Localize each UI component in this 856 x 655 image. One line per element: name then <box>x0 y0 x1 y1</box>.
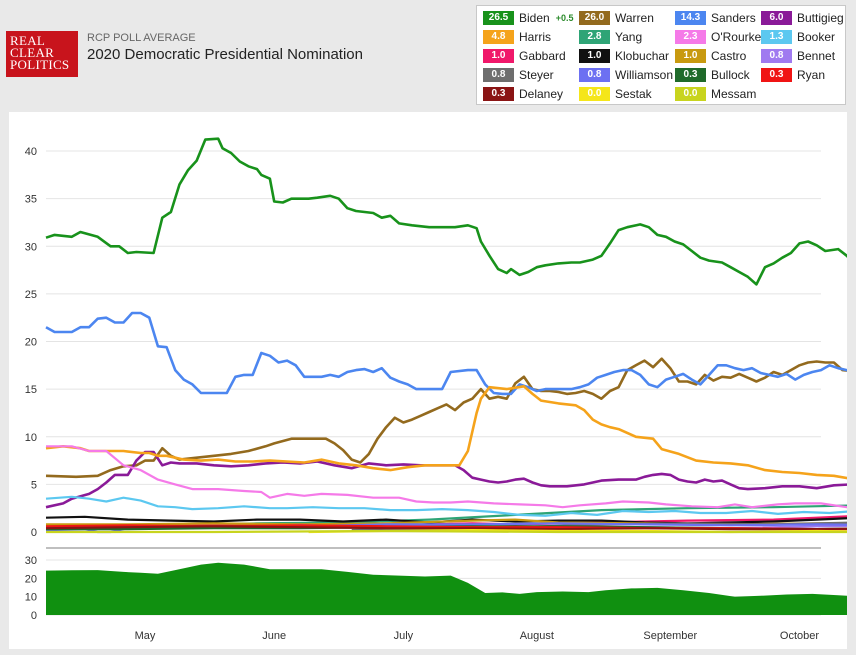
legend-candidate-name: Messam <box>711 86 757 101</box>
series-line-klobuchar <box>45 515 856 525</box>
legend-value-badge: 0.3 <box>761 67 792 82</box>
legend-item-klobuchar[interactable]: 1.0 Klobuchar <box>579 48 669 64</box>
legend-value-badge: 0.3 <box>675 67 706 82</box>
legend-value-badge: 26.0 <box>579 10 610 25</box>
legend-item-harris[interactable]: 4.8 Harris <box>483 29 551 45</box>
series-line-delaney <box>45 525 856 531</box>
legend-value-badge: 4.8 <box>483 29 514 44</box>
legend-value-badge: 6.0 <box>761 10 792 25</box>
legend-candidate-name: Bullock <box>711 67 750 82</box>
legend-item-biden[interactable]: 26.5 Biden +0.5 <box>483 10 573 26</box>
spread-y-tick-label: 10 <box>25 592 37 604</box>
logo-line-2: CLEAR <box>10 45 55 60</box>
legend-item-ryan[interactable]: 0.3 Ryan <box>761 67 825 83</box>
legend-candidate-name: Buttigieg <box>797 10 844 25</box>
legend-item-sestak[interactable]: 0.0 Sestak <box>579 86 652 102</box>
x-tick-label: July <box>394 630 414 642</box>
spread-y-tick-label: 30 <box>25 555 37 567</box>
series-line-biden <box>45 137 856 286</box>
legend-item-sanders[interactable]: 14.3 Sanders <box>675 10 756 26</box>
spread-y-tick-label: 0 <box>31 610 37 622</box>
legend-value-badge: 1.3 <box>761 29 792 44</box>
chart-title: 2020 Democratic Presidential Nomination <box>87 46 363 63</box>
legend: 26.5 Biden +0.5 26.0 Warren 14.3 Sanders 6.0 But… <box>476 5 846 105</box>
legend-candidate-name: Warren <box>615 10 654 25</box>
legend-candidate-name: Ryan <box>797 67 826 82</box>
legend-item-bullock[interactable]: 0.3 Bullock <box>675 67 750 83</box>
series-line-orourke <box>46 445 856 510</box>
legend-value-badge: 26.5 <box>483 10 514 25</box>
legend-change-indicator: +0.5 <box>555 12 574 23</box>
y-tick-label: 30 <box>25 241 37 253</box>
rcp-logo[interactable]: REAL CLEAR POLITICS <box>6 31 78 77</box>
legend-candidate-name: Klobuchar <box>615 48 670 63</box>
legend-candidate-name: Williamson <box>615 67 674 82</box>
legend-candidate-name: Harris <box>519 29 551 44</box>
legend-candidate-name: Sestak <box>615 86 652 101</box>
x-tick-label: September <box>643 630 697 642</box>
y-tick-label: 40 <box>25 146 37 158</box>
legend-value-badge: 1.0 <box>579 48 610 63</box>
spread-y-tick-label: 20 <box>25 573 37 585</box>
x-tick-label: May <box>135 630 156 642</box>
legend-value-badge: 1.0 <box>483 48 514 63</box>
legend-candidate-name: Steyer <box>519 67 554 82</box>
legend-value-badge: 2.3 <box>675 29 706 44</box>
legend-candidate-name: Bennet <box>797 48 836 63</box>
legend-item-steyer[interactable]: 0.8 Steyer <box>483 67 554 83</box>
legend-item-gabbard[interactable]: 1.0 Gabbard <box>483 48 566 64</box>
legend-item-buttigieg[interactable]: 6.0 Buttigieg <box>761 10 844 26</box>
legend-item-booker[interactable]: 1.3 Booker <box>761 29 835 45</box>
legend-candidate-name: Delaney <box>519 86 564 101</box>
header: REAL CLEAR POLITICS RCP POLL AVERAGE 202… <box>0 0 856 108</box>
legend-value-badge: 0.8 <box>579 67 610 82</box>
legend-value-badge: 1.0 <box>675 48 706 63</box>
legend-candidate-name: Sanders <box>711 10 756 25</box>
y-tick-label: 0 <box>31 527 37 539</box>
spread-area <box>46 562 856 615</box>
y-tick-label: 20 <box>25 337 37 349</box>
legend-value-badge: 0.0 <box>675 86 706 101</box>
legend-candidate-name: Yang <box>615 29 643 44</box>
chart-panel: 0 5 10 15 20 25 30 35 40 0 10 20 30 May June July August… <box>9 112 856 649</box>
series-line-buttigieg <box>45 450 856 509</box>
legend-item-yang[interactable]: 2.8 Yang <box>579 29 642 45</box>
y-tick-label: 10 <box>25 432 37 444</box>
series-line-harris <box>45 384 856 482</box>
legend-value-badge: 14.3 <box>675 10 706 25</box>
legend-value-badge: 2.8 <box>579 29 610 44</box>
y-tick-label: 25 <box>25 289 37 301</box>
legend-candidate-name: Gabbard <box>519 48 566 63</box>
y-tick-label: 35 <box>25 194 37 206</box>
legend-candidate-name: Biden <box>519 10 550 25</box>
x-tick-label: August <box>520 630 554 642</box>
logo-line-1: REAL <box>10 33 46 48</box>
legend-item-castro[interactable]: 1.0 Castro <box>675 48 746 64</box>
legend-value-badge: 0.3 <box>483 86 514 101</box>
series-line-messam <box>46 529 856 534</box>
poll-average-line-chart: 0 5 10 15 20 25 30 35 40 0 10 20 30 May June July August… <box>25 137 856 642</box>
logo-line-3: POLITICS <box>10 57 70 72</box>
chart-kicker: RCP POLL AVERAGE <box>87 32 196 44</box>
legend-item-warren[interactable]: 26.0 Warren <box>579 10 654 26</box>
y-tick-label: 15 <box>25 384 37 396</box>
legend-value-badge: 0.8 <box>483 67 514 82</box>
legend-candidate-name: Castro <box>711 48 747 63</box>
legend-value-badge: 0.0 <box>579 86 610 101</box>
x-tick-label: June <box>262 630 286 642</box>
x-tick-label: October <box>780 630 819 642</box>
legend-item-orourke[interactable]: 2.3 O'Rourke <box>675 29 761 45</box>
legend-item-messam[interactable]: 0.0 Messam <box>675 86 756 102</box>
legend-item-delaney[interactable]: 0.3 Delaney <box>483 86 563 102</box>
legend-item-williamson[interactable]: 0.8 Williamson <box>579 67 673 83</box>
legend-value-badge: 0.8 <box>761 48 792 63</box>
legend-candidate-name: O'Rourke <box>711 29 762 44</box>
legend-candidate-name: Booker <box>797 29 836 44</box>
series-line-sanders <box>45 311 856 396</box>
legend-item-bennet[interactable]: 0.8 Bennet <box>761 48 835 64</box>
y-tick-label: 5 <box>31 479 37 491</box>
series-line-booker <box>45 495 856 517</box>
